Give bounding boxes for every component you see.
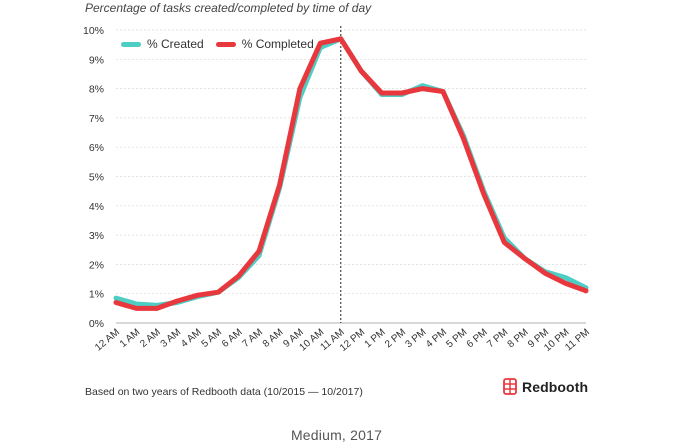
x-tick-label: 5 PM [444, 327, 469, 350]
x-tick-label: 12 AM [93, 327, 122, 354]
x-tick-label: 8 AM [261, 327, 286, 350]
legend-label-completed: % Completed [241, 37, 314, 51]
chart-figure: Percentage of tasks created/completed by… [83, 1, 592, 398]
x-tick-label: 4 AM [179, 327, 204, 350]
y-tick-label: 5% [89, 172, 104, 184]
y-tick-label: 2% [89, 259, 104, 271]
x-tick-label: 7 AM [240, 327, 265, 350]
y-tick-label: 3% [89, 230, 104, 242]
x-tick-label: 7 PM [485, 327, 510, 350]
y-tick-label: 7% [89, 113, 104, 125]
source-note: Based on two years of Redbooth data (10/… [85, 386, 363, 398]
legend-label-created: % Created [147, 37, 204, 51]
y-tick-label: 10% [83, 25, 104, 37]
x-tick-label: 1 AM [118, 327, 143, 350]
line-chart: 0% 1% 2% 3% 4% 5% 6% 7% 8% 9% 10% 12 AM1 AM2 AM3 AM… [83, 25, 592, 354]
chart-title: Percentage of tasks created/completed by… [85, 1, 372, 15]
y-tick-label: 8% [89, 84, 104, 96]
x-tick-label: 2 PM [383, 327, 408, 350]
y-tick-label: 4% [89, 201, 104, 213]
image-caption: Medium, 2017 [290, 427, 383, 443]
chart-legend: % Created % Completed [121, 37, 314, 51]
x-tick-label: 4 PM [424, 327, 449, 350]
x-tick-label: 5 AM [200, 327, 225, 350]
y-tick-label: 6% [89, 142, 104, 154]
x-tick-label: 6 AM [220, 327, 245, 350]
legend-item-created: % Created [121, 37, 204, 51]
series-line-created [113, 36, 589, 308]
y-tick-label: 1% [89, 289, 104, 301]
legend-swatch-completed [215, 41, 236, 47]
y-tick-label: 9% [89, 54, 104, 66]
brand-name: Redbooth [522, 378, 589, 395]
x-tick-label: 3 AM [159, 327, 184, 350]
x-tick-label: 8 PM [506, 327, 531, 350]
y-tick-label: 0% [89, 318, 104, 330]
legend-swatch-created [121, 41, 141, 47]
series-line-completed [113, 36, 589, 311]
brand-logo: Redbooth [503, 378, 588, 395]
legend-item-completed: % Completed [215, 37, 314, 51]
x-tick-label: 6 PM [465, 327, 490, 350]
x-tick-label: 2 AM [138, 327, 163, 350]
x-tick-label: 3 PM [403, 327, 428, 350]
x-tick-label: 1 PM [363, 327, 388, 350]
redbooth-logo-icon [503, 378, 517, 395]
